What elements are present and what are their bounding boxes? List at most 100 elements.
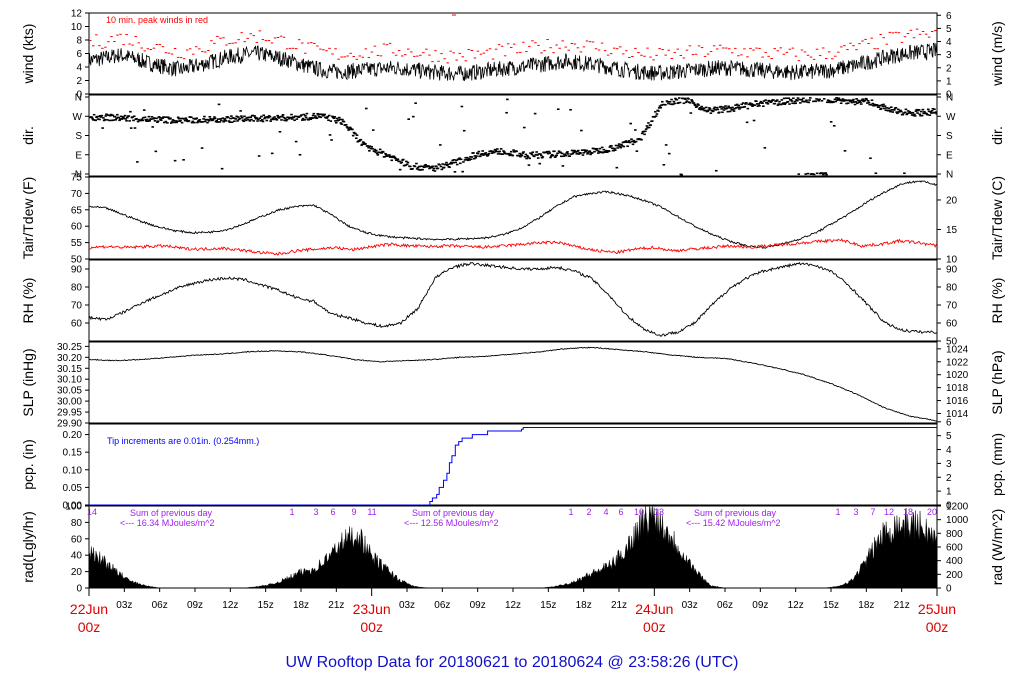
dir-mark (559, 151, 562, 154)
dir-mark (196, 121, 199, 124)
panel-4: SLP (inHg) SLP (hPa)29.9029.9530.0030.053… (20, 341, 1005, 430)
dir-mark (801, 100, 804, 103)
dir-mark (888, 109, 892, 112)
dir-mark (815, 172, 819, 175)
dir-mark (526, 156, 530, 159)
panel-frame (88, 341, 938, 424)
dir-mark (905, 113, 908, 116)
hour-number: 3 (313, 507, 318, 517)
hour-number: 20 (927, 507, 937, 517)
dir-mark (378, 148, 382, 151)
dir-mark (294, 140, 298, 143)
dir-mark (144, 119, 148, 121)
dir-mark (844, 99, 848, 101)
dir-mark (517, 154, 521, 157)
left-tick-label: W (73, 112, 83, 123)
dir-mark (247, 116, 251, 119)
dir-mark (276, 114, 279, 117)
panel-annotation: Tip increments are 0.01in. (0.254mm.) (107, 436, 259, 446)
dir-mark (741, 106, 744, 109)
dir-mark (317, 115, 321, 118)
dir-mark (796, 97, 800, 99)
dir-mark (331, 115, 334, 118)
dir-mark (903, 111, 907, 114)
dir-mark (371, 129, 375, 131)
dir-mark (219, 118, 222, 120)
hour-number: 6 (330, 507, 335, 517)
dir-mark (563, 153, 567, 156)
dir-mark (182, 159, 185, 161)
dir-mark (162, 116, 165, 118)
left-tick-label: 10 (71, 22, 83, 33)
dir-mark (235, 115, 239, 118)
plot-area (89, 427, 937, 505)
dir-mark (650, 120, 654, 122)
right-tick-label: 90 (946, 265, 958, 276)
dir-mark (692, 102, 696, 104)
slp-series (89, 346, 937, 422)
dir-mark (852, 98, 855, 101)
dir-mark (208, 115, 212, 118)
dir-mark (721, 106, 725, 108)
dir-mark (539, 153, 542, 155)
dir-mark (647, 122, 650, 124)
daily-sum-label: Sum of previous day (694, 508, 777, 518)
dir-mark (92, 119, 95, 121)
dir-mark (393, 156, 397, 159)
dir-mark (662, 163, 666, 166)
dir-mark (299, 115, 303, 117)
dir-mark (570, 149, 574, 152)
dir-mark (922, 112, 925, 115)
dir-mark (716, 108, 720, 111)
dir-mark (119, 118, 122, 120)
dir-mark (482, 154, 485, 156)
dir-mark (391, 156, 394, 159)
dir-mark (722, 109, 726, 111)
dir-mark (869, 104, 873, 106)
dir-mark (508, 154, 511, 157)
dir-mark (381, 151, 385, 153)
dir-mark (765, 101, 769, 104)
dir-mark (372, 150, 376, 152)
dir-mark (200, 121, 203, 123)
dir-mark (505, 111, 508, 114)
dir-mark (179, 117, 183, 120)
dir-mark (694, 106, 698, 109)
dir-mark (918, 113, 922, 116)
dir-mark (902, 112, 905, 114)
dir-mark (815, 98, 818, 100)
dir-mark (568, 155, 572, 157)
plot-area (89, 261, 937, 338)
right-tick-label: 1018 (946, 383, 969, 394)
dir-mark (380, 152, 384, 154)
date-label: 24Jun (635, 601, 673, 617)
dir-mark (576, 149, 580, 152)
dir-mark (361, 143, 364, 146)
dir-mark (308, 117, 312, 119)
dir-mark (135, 117, 138, 120)
dir-mark (755, 103, 759, 105)
dir-mark (610, 145, 613, 147)
dir-mark (348, 128, 351, 130)
dir-mark (740, 103, 744, 106)
dir-mark (694, 104, 697, 107)
dir-mark (833, 98, 837, 101)
dir-mark (629, 122, 633, 125)
dir-mark (842, 100, 846, 102)
dir-mark (258, 117, 262, 119)
dir-mark (414, 102, 417, 104)
dir-mark (383, 155, 387, 158)
plot-area (89, 97, 937, 176)
dir-mark (238, 117, 242, 120)
dir-mark (827, 99, 831, 102)
dir-mark (571, 152, 575, 155)
dir-mark (387, 155, 390, 157)
dir-mark (533, 155, 536, 158)
dir-mark (531, 151, 535, 154)
dir-mark (791, 102, 794, 105)
dir-mark (704, 109, 707, 112)
dir-mark (470, 156, 474, 158)
dir-mark (839, 99, 842, 102)
dir-mark (141, 119, 145, 122)
dir-mark (424, 163, 427, 166)
